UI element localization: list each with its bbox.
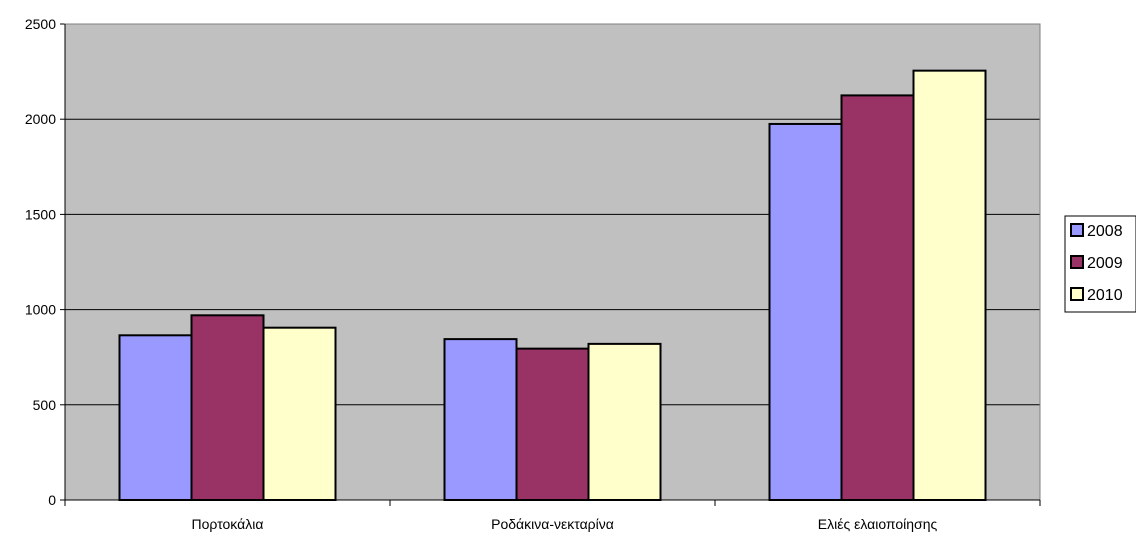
- x-tick-label: Ελιές ελαιοποίησης: [818, 516, 938, 532]
- bar-2009-2: [840, 94, 915, 502]
- legend-label-2009: 2009: [1087, 255, 1123, 272]
- axes: [60, 23, 1041, 506]
- legend-swatch-2009: [1070, 255, 1084, 269]
- bar-2010-2: [912, 69, 987, 501]
- y-tick-label: 2000: [25, 111, 56, 127]
- x-tick-labels: Πορτοκάλια Ροδάκινα-νεκταρίνα Ελιές ελαιοπ…: [192, 516, 938, 532]
- y-tick-label: 500: [33, 397, 57, 413]
- x-tick-label: Πορτοκάλια: [192, 516, 264, 532]
- bar-2009-0: [190, 314, 265, 502]
- legend-swatch-2008: [1070, 223, 1084, 237]
- bar-2008-1: [443, 338, 518, 501]
- y-tick-label: 0: [48, 492, 56, 508]
- legend-label-2008: 2008: [1087, 223, 1123, 240]
- y-tick-label: 1500: [25, 206, 56, 222]
- bar-2008-0: [118, 334, 193, 501]
- legend-label-2010: 2010: [1087, 287, 1123, 304]
- bar-2010-1: [587, 342, 662, 502]
- bar-2009-1: [515, 347, 590, 501]
- legend-swatch-2010: [1070, 287, 1084, 301]
- bars: [118, 69, 987, 502]
- y-tick-label: 1000: [25, 302, 56, 318]
- legend: 2008 2009 2010: [1064, 215, 1136, 313]
- y-tick-label: 2500: [25, 16, 56, 32]
- bar-2010-0: [262, 326, 337, 501]
- y-tick-labels: 0 500 1000 1500 2000 2500: [25, 16, 56, 508]
- bar-2008-2: [768, 122, 843, 502]
- x-tick-label: Ροδάκινα-νεκταρίνα: [491, 516, 614, 532]
